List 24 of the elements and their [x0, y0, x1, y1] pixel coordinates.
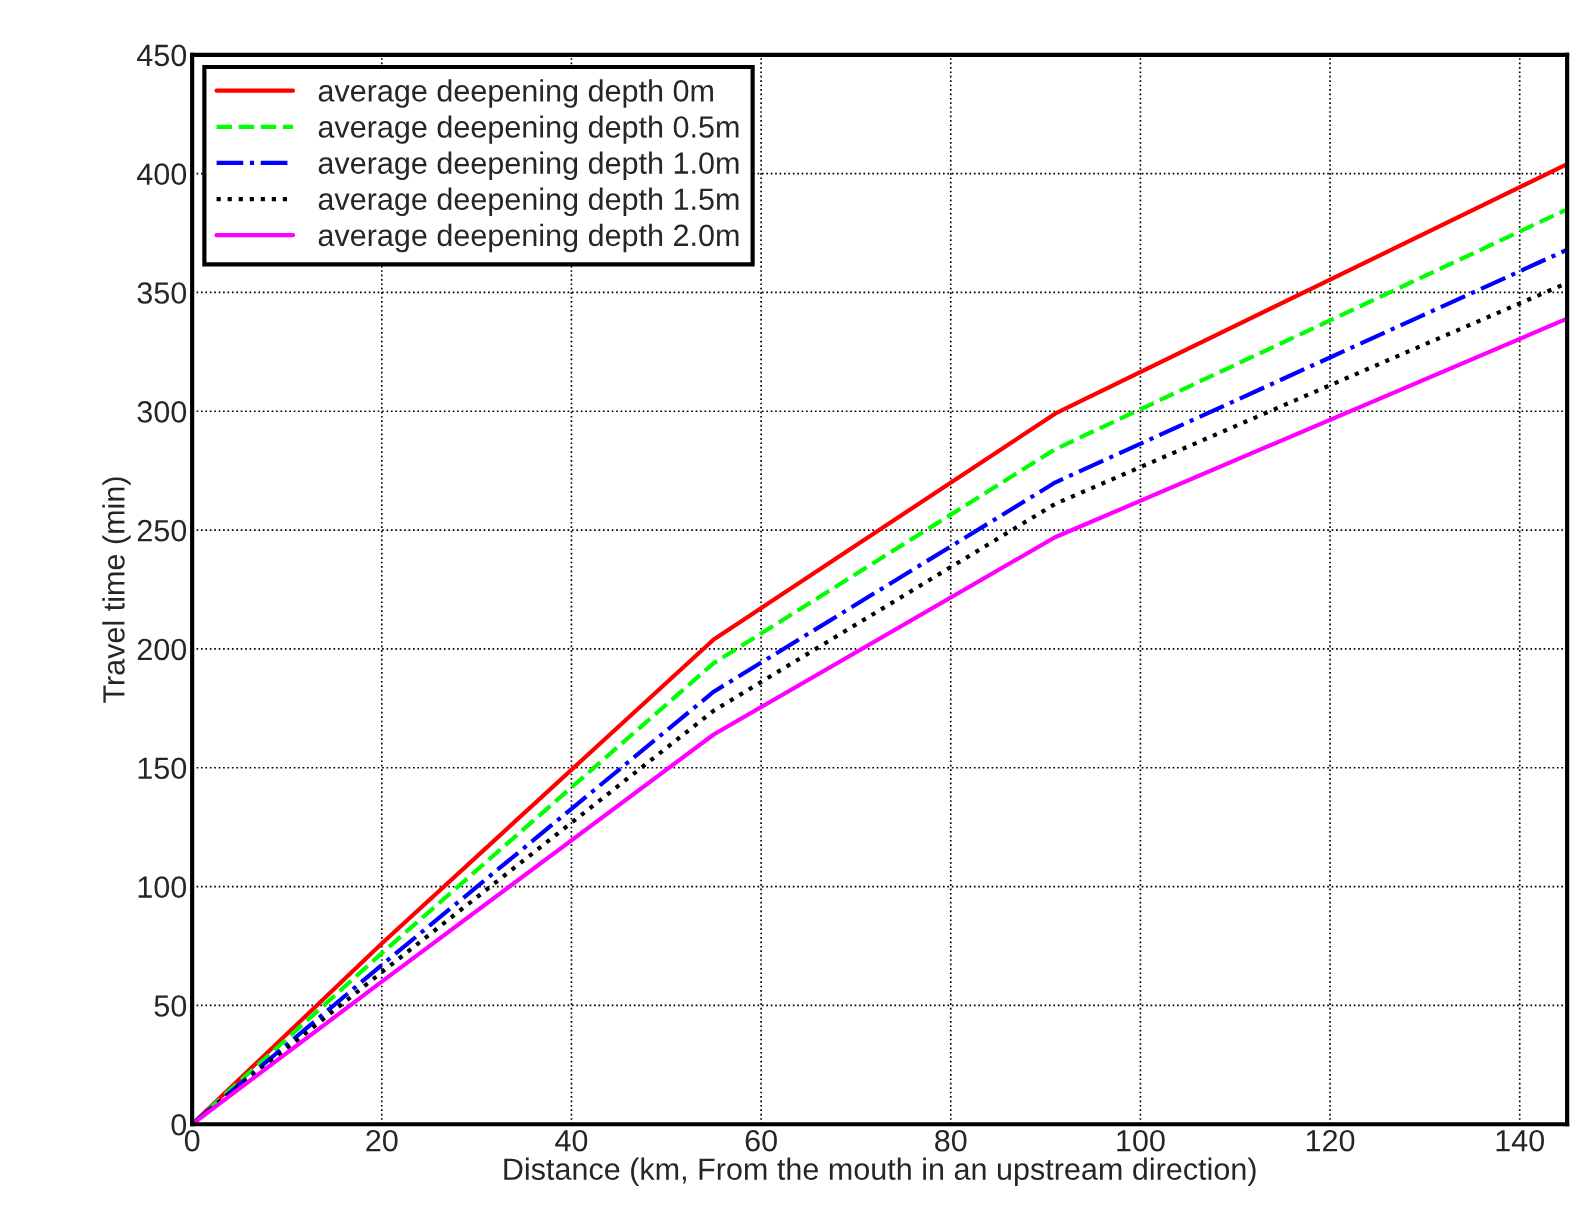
x-tick-label: 60 [745, 1129, 777, 1152]
y-tick-label: 350 [137, 282, 187, 304]
y-tick-label: 250 [137, 519, 187, 542]
legend-label: average deepening depth 2.0m [318, 223, 739, 253]
y-tick-label: 150 [138, 757, 187, 780]
x-tick-label: 120 [1306, 1129, 1355, 1152]
y-tick-label: 300 [137, 401, 187, 423]
x-axis-title: Distance (km, From the mouth in an upstream direction) [504, 1157, 1256, 1187]
legend-label: average deepening depth 1.5m [318, 187, 739, 217]
x-tick-label: 80 [935, 1129, 967, 1152]
y-tick-label: 100 [138, 876, 187, 898]
x-tick-label: 40 [555, 1129, 588, 1152]
x-tick-label: 20 [366, 1129, 398, 1152]
legend-label: average deepening depth 0.5m [318, 115, 739, 144]
y-tick-label: 0 [171, 1113, 187, 1136]
legend-label: average deepening depth 0m [318, 79, 713, 108]
y-tick-label: 400 [137, 163, 187, 186]
y-tick-label: 450 [137, 44, 187, 67]
x-tick-label: 140 [1496, 1129, 1545, 1152]
y-tick-label: 50 [154, 995, 187, 1017]
legend-label: average deepening depth 1.0m [318, 151, 739, 180]
y-axis-title: Travel time (min) [102, 477, 131, 703]
x-tick-label: 100 [1117, 1129, 1165, 1152]
y-tick-label: 200 [137, 638, 187, 661]
